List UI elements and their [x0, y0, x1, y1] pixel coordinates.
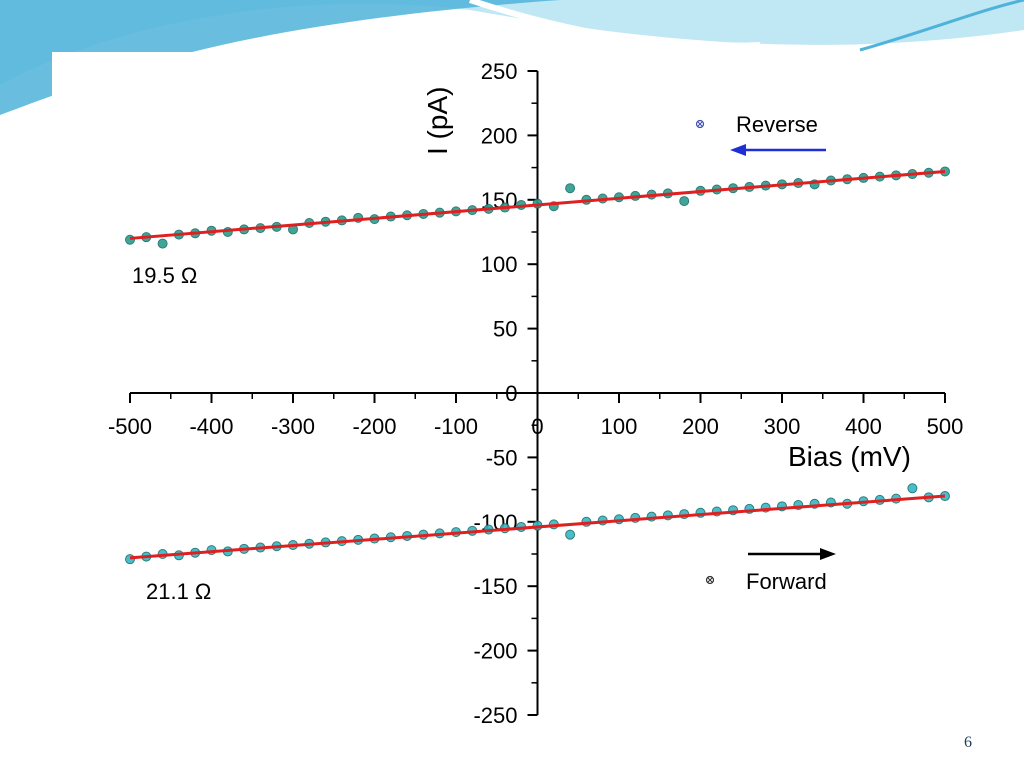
fit-lines	[129, 169, 946, 560]
forward-resistance-label: 21.1 Ω	[146, 579, 211, 604]
y-tick-label: 200	[481, 123, 518, 148]
y-tick-label: 250	[481, 59, 518, 84]
data-point	[565, 529, 576, 540]
y-tick-label: 100	[481, 252, 518, 277]
x-tick-label: -400	[189, 414, 233, 439]
x-tick-label: -300	[271, 414, 315, 439]
axes: -500 -400 -300 -200 -100 0 100 200 300 400 500-250…	[108, 59, 963, 728]
banner-light-wave	[0, 0, 1024, 85]
y-tick-label: -50	[486, 445, 518, 470]
x-tick-label: 400	[845, 414, 882, 439]
x-tick-label: 300	[764, 414, 801, 439]
reverse-direction-arrow	[730, 144, 826, 156]
x-axis-title: Bias (mV)	[788, 441, 911, 472]
legend: Reverse Forward	[695, 112, 836, 594]
reverse-resistance-label: 19.5 Ω	[132, 263, 197, 288]
y-axis-title: I (pA)	[422, 87, 453, 155]
banner-dark-wave	[0, 0, 560, 115]
data-point	[157, 238, 168, 249]
x-tick-label: 200	[682, 414, 719, 439]
banner-thin-line	[859, 0, 1024, 52]
forward-direction-arrow	[748, 548, 836, 560]
banner-highlight-swoosh	[469, 0, 761, 49]
y-tick-label: 0	[505, 381, 517, 406]
data-point	[125, 234, 135, 245]
content-panel	[52, 52, 972, 752]
y-tick-label: -150	[473, 574, 517, 599]
fit-line-forward	[129, 494, 946, 560]
data-point	[565, 183, 576, 194]
data-point	[907, 483, 918, 494]
y-tick-label: -250	[473, 703, 517, 728]
x-tick-label: 100	[601, 414, 638, 439]
x-tick-label: 0	[531, 414, 543, 439]
x-tick-label: -200	[352, 414, 396, 439]
x-tick-label: -100	[434, 414, 478, 439]
legend-reverse-label: Reverse	[736, 112, 818, 137]
x-tick-label: -500	[108, 414, 152, 439]
data-point	[125, 554, 135, 565]
legend-reverse-marker	[695, 119, 705, 129]
y-tick-label: -200	[473, 639, 517, 664]
page-number: 6	[964, 734, 972, 751]
fit-line-reverse	[129, 169, 946, 240]
x-tick-label: 500	[927, 414, 964, 439]
data-point	[679, 196, 690, 207]
y-tick-label: 50	[493, 317, 517, 342]
legend-forward-label: Forward	[746, 569, 827, 594]
legend-forward-marker	[705, 575, 715, 585]
